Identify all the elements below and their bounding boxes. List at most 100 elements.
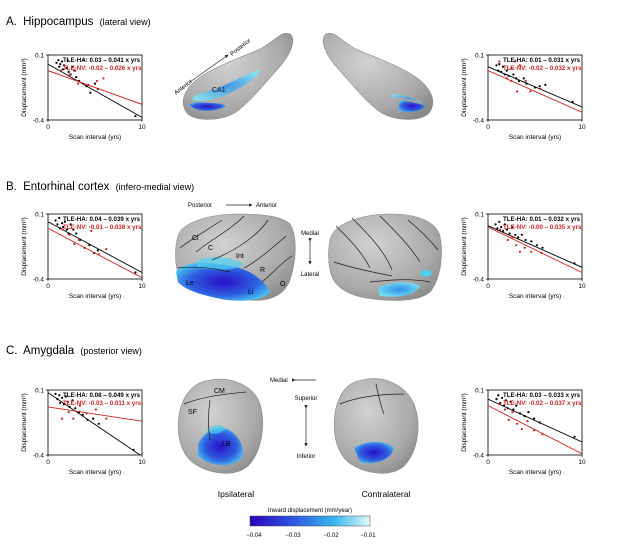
regression-line-nv bbox=[488, 226, 582, 273]
data-point-ha bbox=[68, 405, 71, 408]
data-point-ha bbox=[500, 225, 503, 229]
plot-frame bbox=[47, 54, 143, 121]
data-point-ha bbox=[512, 73, 515, 76]
data-point-ha bbox=[63, 220, 67, 223]
data-point-ha bbox=[497, 69, 500, 72]
regression-line-nv bbox=[488, 405, 582, 455]
colorbar-tick-0: −0.04 bbox=[246, 533, 262, 539]
data-point-ha bbox=[503, 73, 507, 76]
ent-o-label: O bbox=[280, 281, 286, 288]
data-point-ha bbox=[515, 404, 518, 407]
data-point-nv bbox=[530, 250, 533, 253]
data-point-nv bbox=[516, 90, 519, 93]
x-tick-label: 0 bbox=[486, 124, 490, 131]
y-axis-label: Displacement (mm³) bbox=[21, 217, 28, 276]
y-tick-label: -0.4 bbox=[33, 118, 45, 125]
data-point-ha bbox=[92, 417, 95, 420]
amy-superior-label: Superior bbox=[295, 396, 318, 402]
data-point-ha bbox=[54, 219, 57, 222]
x-tick-label: 10 bbox=[138, 124, 146, 131]
data-point-ha bbox=[66, 59, 69, 62]
x-axis-label: Scan interval (yrs) bbox=[509, 293, 561, 300]
panel-b-letter: B. bbox=[6, 181, 17, 193]
y-tick-label: -0.4 bbox=[33, 453, 45, 460]
data-point-ha bbox=[541, 246, 544, 249]
data-point-ha bbox=[97, 422, 100, 425]
data-point-ha bbox=[71, 399, 74, 402]
ent-c-label: C bbox=[208, 245, 213, 252]
ent-li-label: Li bbox=[248, 289, 254, 296]
legend-ha: TLE-HA: 0.03 – 0.041 x yrs bbox=[63, 57, 141, 64]
ent-lateral-label: Lateral bbox=[301, 272, 319, 278]
data-point-ha bbox=[532, 417, 536, 420]
data-point-nv bbox=[532, 429, 536, 432]
y-axis-label: Displacement (mm³) bbox=[21, 393, 28, 452]
data-point-ha bbox=[81, 413, 84, 416]
data-point-nv bbox=[506, 238, 509, 242]
hippo-axis-arrow bbox=[189, 54, 229, 83]
data-point-nv bbox=[61, 417, 64, 420]
legend-nv: TLE-NV: -0.02 – 0.032 x yrs bbox=[503, 65, 582, 72]
data-point-ha bbox=[93, 82, 97, 85]
data-point-ha bbox=[571, 100, 574, 103]
x-axis-label: Scan interval (yrs) bbox=[69, 469, 121, 476]
colorbar-tick-3: −0.01 bbox=[360, 533, 376, 539]
data-point-ha bbox=[62, 403, 66, 406]
data-point-nv bbox=[67, 411, 70, 414]
data-point-nv bbox=[87, 83, 90, 86]
data-point-nv bbox=[518, 64, 522, 67]
panel-b-heading: B. Entorhinal cortex (infero-medial view… bbox=[6, 181, 194, 193]
data-point-ha bbox=[498, 220, 501, 223]
data-point-ha bbox=[530, 240, 533, 243]
panel-c-view: (posterior view) bbox=[80, 346, 142, 356]
data-point-ha bbox=[497, 394, 500, 397]
data-point-ha bbox=[508, 232, 511, 235]
colorbar-tick-2: −0.02 bbox=[323, 533, 339, 539]
ent-le-label: Le bbox=[186, 280, 194, 287]
plot-marks bbox=[48, 59, 142, 118]
regression-line-ha bbox=[48, 392, 141, 455]
data-point-nv bbox=[90, 229, 93, 232]
x-tick-label: 0 bbox=[486, 283, 490, 290]
legend-ha: TLE-HA: 0.03 – 0.033 x yrs bbox=[503, 392, 581, 399]
data-point-ha bbox=[496, 227, 499, 230]
plot-frame bbox=[487, 213, 583, 280]
data-point-ha bbox=[514, 233, 517, 236]
data-point-ha bbox=[134, 115, 137, 118]
plot-frame bbox=[487, 389, 583, 456]
data-point-ha bbox=[54, 392, 57, 395]
hippocampus-ipsilateral-surface: CA1 Anterior Posterior bbox=[174, 32, 294, 120]
panel-a-letter: A. bbox=[6, 16, 17, 28]
panel-a-view: (lateral view) bbox=[100, 17, 151, 27]
legend-ha: TLE-HA: 0.01 – 0.031 x yrs bbox=[503, 57, 581, 64]
legend-ha: TLE-HA: 0.01 – 0.032 x yrs bbox=[503, 216, 581, 223]
x-tick-label: 10 bbox=[138, 459, 146, 466]
data-point-ha bbox=[59, 227, 62, 230]
x-axis-label: Scan interval (yrs) bbox=[509, 469, 561, 476]
plot-b-left: 0.1 -0.40 10 Scan interval (yrs) Displacemen… bbox=[21, 212, 146, 301]
colorbar-tick-1: −0.03 bbox=[285, 533, 301, 539]
data-point-nv bbox=[539, 87, 542, 90]
data-point-ha bbox=[523, 414, 526, 418]
data-point-ha bbox=[520, 233, 523, 236]
entorhinal-contralateral-surface bbox=[328, 213, 442, 301]
ipsilateral-label: Ipsilateral bbox=[218, 489, 254, 499]
data-point-ha bbox=[525, 82, 528, 85]
x-tick-label: 10 bbox=[578, 124, 586, 131]
data-point-nv bbox=[68, 233, 71, 236]
data-point-nv bbox=[102, 77, 105, 80]
data-point-ha bbox=[533, 86, 537, 89]
data-point-ha bbox=[56, 398, 59, 401]
y-axis-label: Displacement (mm³) bbox=[461, 58, 468, 117]
x-tick-label: 0 bbox=[46, 283, 50, 290]
y-tick-label: 0.1 bbox=[475, 212, 484, 219]
data-point-ha bbox=[132, 448, 135, 451]
data-point-nv bbox=[510, 79, 513, 83]
data-point-ha bbox=[55, 61, 58, 64]
data-point-ha bbox=[507, 74, 510, 77]
data-point-nv bbox=[105, 417, 108, 420]
data-point-ha bbox=[517, 79, 521, 83]
data-point-nv bbox=[523, 246, 526, 249]
data-point-ha bbox=[509, 400, 512, 403]
data-point-ha bbox=[59, 63, 62, 66]
